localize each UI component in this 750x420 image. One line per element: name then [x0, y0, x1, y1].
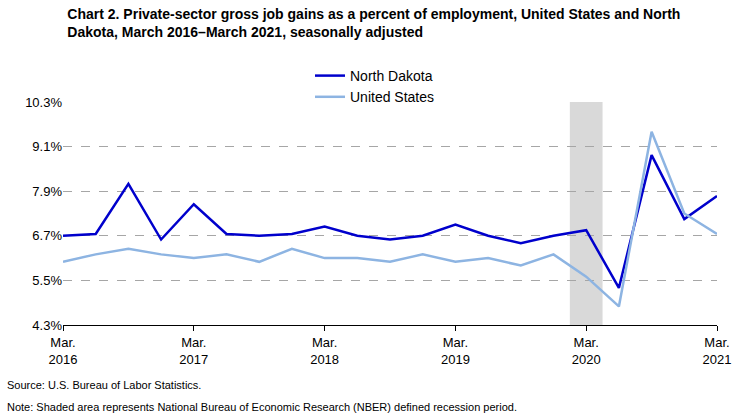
svg-text:Mar.2020: Mar.2020 [572, 335, 601, 367]
svg-text:7.9%: 7.9% [32, 184, 62, 199]
svg-text:Mar.2018: Mar.2018 [310, 335, 339, 367]
svg-text:Mar.2017: Mar.2017 [179, 335, 208, 367]
svg-text:6.7%: 6.7% [32, 228, 62, 243]
svg-text:5.5%: 5.5% [32, 273, 62, 288]
svg-text:Note: Shaded area represents N: Note: Shaded area represents National Bu… [7, 401, 517, 413]
svg-text:United States: United States [350, 89, 434, 105]
svg-text:Chart 2. Private-sector gross: Chart 2. Private-sector gross job gains … [67, 6, 680, 40]
svg-text:Mar.2016: Mar.2016 [49, 335, 78, 367]
svg-text:10.3%: 10.3% [25, 95, 62, 110]
svg-text:4.3%: 4.3% [32, 318, 62, 333]
svg-text:9.1%: 9.1% [32, 139, 62, 154]
svg-text:North Dakota: North Dakota [350, 68, 433, 84]
svg-text:Mar.2021: Mar.2021 [703, 335, 732, 367]
svg-text:Mar.2019: Mar.2019 [441, 335, 470, 367]
svg-text:Source: U.S. Bureau of Labor S: Source: U.S. Bureau of Labor Statistics. [7, 379, 201, 391]
